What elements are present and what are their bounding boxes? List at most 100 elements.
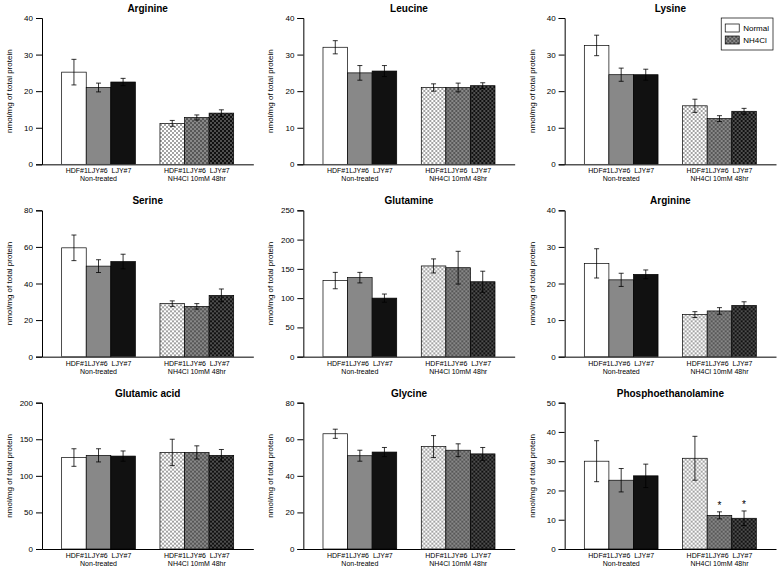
tick-label: 30 xyxy=(285,51,294,60)
tick-label: HDF#1LJY#6 LJY#7Non-treated xyxy=(66,552,132,567)
x-axis: HDF#1LJY#6 LJY#7Non-treatedHDF#1LJY#6 LJ… xyxy=(565,357,776,375)
tick-mark xyxy=(297,55,303,56)
tick-label: 20 xyxy=(547,487,556,496)
tick-label: HDF#1LJY#6 LJY#7NH4Cl 10mM 48hr xyxy=(425,360,491,375)
tick-label: 0 xyxy=(551,545,556,554)
title: Arginine xyxy=(127,3,168,14)
tick-mark xyxy=(559,128,565,129)
bar xyxy=(160,452,185,549)
error-bar xyxy=(643,464,648,487)
tick-mark xyxy=(559,549,565,550)
bar xyxy=(470,282,495,357)
bar xyxy=(86,266,111,357)
tick-label: 250 xyxy=(281,206,295,215)
error-bar xyxy=(480,271,485,292)
error-bar xyxy=(643,270,648,279)
tick-mark xyxy=(559,461,565,462)
tick-mark xyxy=(559,320,565,321)
axis-line xyxy=(559,403,566,549)
tick-label: 40 xyxy=(24,280,33,289)
error-bar xyxy=(170,301,175,306)
tick: 100 xyxy=(20,472,42,481)
tick-label: 20 xyxy=(285,508,294,517)
tick-label: 40 xyxy=(547,14,556,23)
axis-line xyxy=(559,211,566,357)
tick: 40 xyxy=(285,472,303,481)
tick-label: 150 xyxy=(20,435,34,444)
tick: 0 xyxy=(290,545,303,554)
tick: 40 xyxy=(24,14,42,23)
bar xyxy=(707,119,732,165)
tick: 30 xyxy=(24,51,42,60)
tick: 30 xyxy=(547,457,565,466)
tick-mark xyxy=(297,357,303,358)
tick: 10 xyxy=(547,124,565,133)
bar xyxy=(323,47,348,164)
axis-line xyxy=(304,164,515,165)
annotations: ** xyxy=(718,499,747,511)
error-bar xyxy=(692,99,697,112)
error-bar xyxy=(692,312,697,318)
tick-label: 10 xyxy=(547,316,556,325)
tick: 150 xyxy=(281,265,303,274)
bar xyxy=(209,455,234,549)
legend-item: Normal xyxy=(725,24,769,33)
error-bar xyxy=(96,449,101,462)
tick-mark xyxy=(297,91,303,92)
tick-mark xyxy=(36,247,42,248)
panel: 050100150200250HDF#1LJY#6 LJY#7Non-treat… xyxy=(266,195,515,374)
plot-area xyxy=(323,429,495,549)
x-axis: HDF#1LJY#6 LJY#7Non-treatedHDF#1LJY#6 LJ… xyxy=(304,165,515,183)
error-bar xyxy=(194,115,199,120)
error-bar xyxy=(357,66,362,81)
axis-line xyxy=(36,403,43,549)
tick-label: 10 xyxy=(24,124,33,133)
tick: HDF#1LJY#6 LJY#7NH4Cl 10mM 48hr xyxy=(164,167,230,182)
tick-label: 30 xyxy=(547,51,556,60)
annotation: * xyxy=(742,499,746,510)
y-axis-title: nmol/mg of total protein xyxy=(528,49,537,133)
y-axis: 020406080 xyxy=(285,399,303,554)
tick: HDF#1LJY#6 LJY#7NH4Cl 10mM 48hr xyxy=(425,167,491,182)
error-bar xyxy=(742,511,747,526)
tick: HDF#1LJY#6 LJY#7Non-treated xyxy=(66,167,132,182)
axis-line xyxy=(36,211,43,357)
tick: 40 xyxy=(547,206,565,215)
tick-label: 60 xyxy=(24,243,33,252)
bar xyxy=(584,45,609,164)
tick-mark xyxy=(559,432,565,433)
error-bar xyxy=(619,68,624,81)
title: Phosphoethanolamine xyxy=(617,388,725,399)
tick-mark xyxy=(559,164,565,165)
panel: 01020304050HDF#1LJY#6 LJY#7Non-treatedHD… xyxy=(528,388,777,567)
bar xyxy=(421,266,446,357)
tick-label: 20 xyxy=(547,87,556,96)
y-axis-title: nmol/mg of total protein xyxy=(528,242,537,326)
title: Arginine xyxy=(650,195,691,206)
tick: 80 xyxy=(24,206,42,215)
tick-mark xyxy=(559,490,565,491)
error-bar xyxy=(194,446,199,459)
tick: 0 xyxy=(551,160,564,169)
x-axis: HDF#1LJY#6 LJY#7Non-treatedHDF#1LJY#6 LJ… xyxy=(565,165,776,183)
bar xyxy=(372,452,397,549)
plot-area xyxy=(584,35,756,164)
error-bar xyxy=(194,304,199,309)
y-axis: 010203040 xyxy=(24,14,42,169)
error-bar xyxy=(619,273,624,286)
tick-mark xyxy=(297,327,303,328)
title: Glycine xyxy=(391,388,428,399)
tick: 10 xyxy=(547,316,565,325)
bar xyxy=(209,113,234,164)
panel: 010203040HDF#1LJY#6 LJY#7Non-treatedHDF#… xyxy=(266,3,515,182)
tick: HDF#1LJY#6 LJY#7Non-treated xyxy=(66,360,132,375)
tick-mark xyxy=(559,520,565,521)
tick-label: 10 xyxy=(285,124,294,133)
bar xyxy=(707,311,732,357)
tick-label: 0 xyxy=(29,545,34,554)
y-axis: 010203040 xyxy=(285,14,303,169)
tick-mark xyxy=(559,403,565,404)
error-bar xyxy=(71,59,76,85)
tick-mark xyxy=(36,91,42,92)
error-bar xyxy=(594,35,599,55)
